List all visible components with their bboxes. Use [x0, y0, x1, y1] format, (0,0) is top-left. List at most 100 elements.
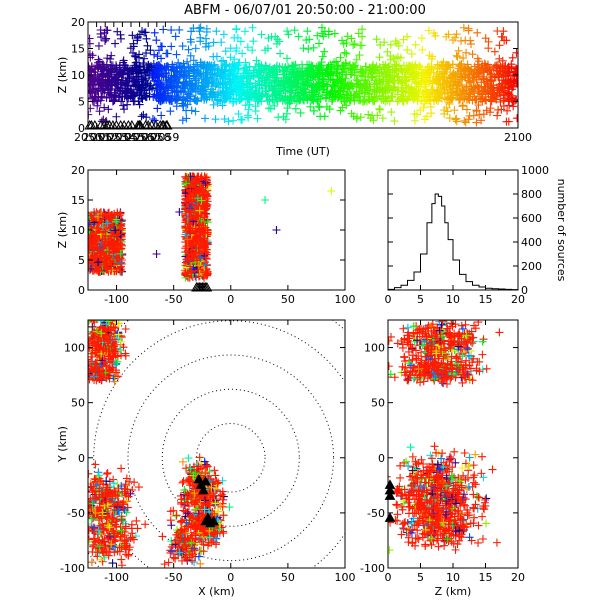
data-point: [221, 94, 230, 103]
data-point: [473, 89, 482, 98]
data-point: [182, 66, 191, 75]
data-point: [91, 365, 100, 374]
data-point: [244, 95, 253, 104]
data-point: [257, 30, 266, 39]
x-tick-label: 2052: [91, 131, 119, 144]
data-point: [508, 53, 517, 62]
data-point: [199, 188, 208, 197]
data-point: [202, 175, 211, 184]
data-point: [390, 60, 399, 69]
data-point: [91, 460, 100, 469]
data-point: [211, 64, 220, 73]
data-point: [191, 224, 200, 233]
data-point: [352, 55, 361, 64]
y-tick-label: 0: [78, 284, 85, 297]
data-point: [472, 107, 481, 116]
data-point: [111, 324, 120, 333]
data-point: [199, 86, 208, 95]
data-point: [440, 109, 449, 118]
data-point: [237, 82, 246, 91]
data-point: [106, 343, 115, 352]
data-point: [465, 78, 474, 87]
data-point: [289, 61, 298, 70]
data-point: [132, 58, 141, 67]
data-point: [402, 95, 411, 104]
data-point: [336, 53, 345, 62]
data-point: [472, 95, 481, 104]
x-tick-label: 0: [227, 293, 234, 306]
data-point: [337, 77, 346, 86]
data-point: [466, 40, 475, 49]
data-point: [218, 73, 227, 82]
data-point: [275, 62, 284, 71]
data-point: [318, 52, 327, 61]
data-point: [394, 61, 403, 70]
data-point: [213, 96, 222, 105]
data-point: [457, 59, 466, 68]
data-point: [117, 482, 126, 491]
data-point: [88, 256, 97, 265]
data-point: [167, 81, 176, 90]
data-point: [397, 87, 406, 96]
data-point: [146, 46, 155, 55]
data-point: [366, 114, 375, 123]
data-point: [458, 101, 467, 110]
data-point: [183, 235, 192, 244]
data-point: [340, 48, 349, 57]
data-point: [290, 26, 299, 35]
data-point: [96, 479, 105, 488]
data-point: [134, 97, 143, 106]
data-point: [123, 100, 132, 109]
data-point: [200, 83, 209, 92]
data-point: [447, 71, 456, 80]
data-point: [171, 32, 180, 41]
data-point: [291, 104, 300, 113]
data-point: [428, 52, 437, 61]
data-point: [203, 218, 212, 227]
y-tick-label: 15: [71, 194, 85, 207]
data-point: [350, 39, 359, 48]
data-point: [410, 109, 419, 118]
data-point: [368, 72, 377, 81]
data-point: [296, 108, 305, 117]
data-point: [113, 480, 122, 489]
data-point: [505, 64, 514, 73]
data-point: [373, 111, 382, 120]
data-point: [114, 330, 123, 339]
data-point: [201, 69, 210, 78]
data-point: [407, 49, 416, 58]
data-point: [456, 94, 465, 103]
data-point: [181, 248, 190, 257]
data-point: [338, 91, 347, 100]
data-point: [117, 464, 126, 473]
data-point: [302, 36, 311, 45]
data-point: [155, 61, 164, 70]
data-point: [90, 251, 99, 260]
data-point: [116, 345, 125, 354]
data-point: [418, 88, 427, 97]
data-point: [88, 491, 91, 493]
data-point: [211, 82, 220, 91]
data-point: [342, 49, 351, 58]
data-point: [391, 85, 400, 94]
data-point: [102, 345, 111, 354]
data-point: [259, 67, 268, 76]
data-point: [109, 515, 118, 524]
data-point: [133, 524, 142, 533]
data-point: [396, 53, 405, 62]
data-point: [315, 39, 324, 48]
data-point: [309, 106, 318, 115]
data-point: [194, 239, 203, 248]
data-point: [319, 85, 328, 94]
data-point: [265, 96, 274, 105]
data-point: [293, 91, 302, 100]
data-point: [324, 30, 333, 39]
data-point: [231, 84, 240, 93]
data-point: [93, 212, 102, 221]
data-point: [493, 27, 502, 36]
data-point: [212, 27, 221, 36]
data-point: [233, 69, 242, 78]
data-point: [234, 109, 243, 118]
